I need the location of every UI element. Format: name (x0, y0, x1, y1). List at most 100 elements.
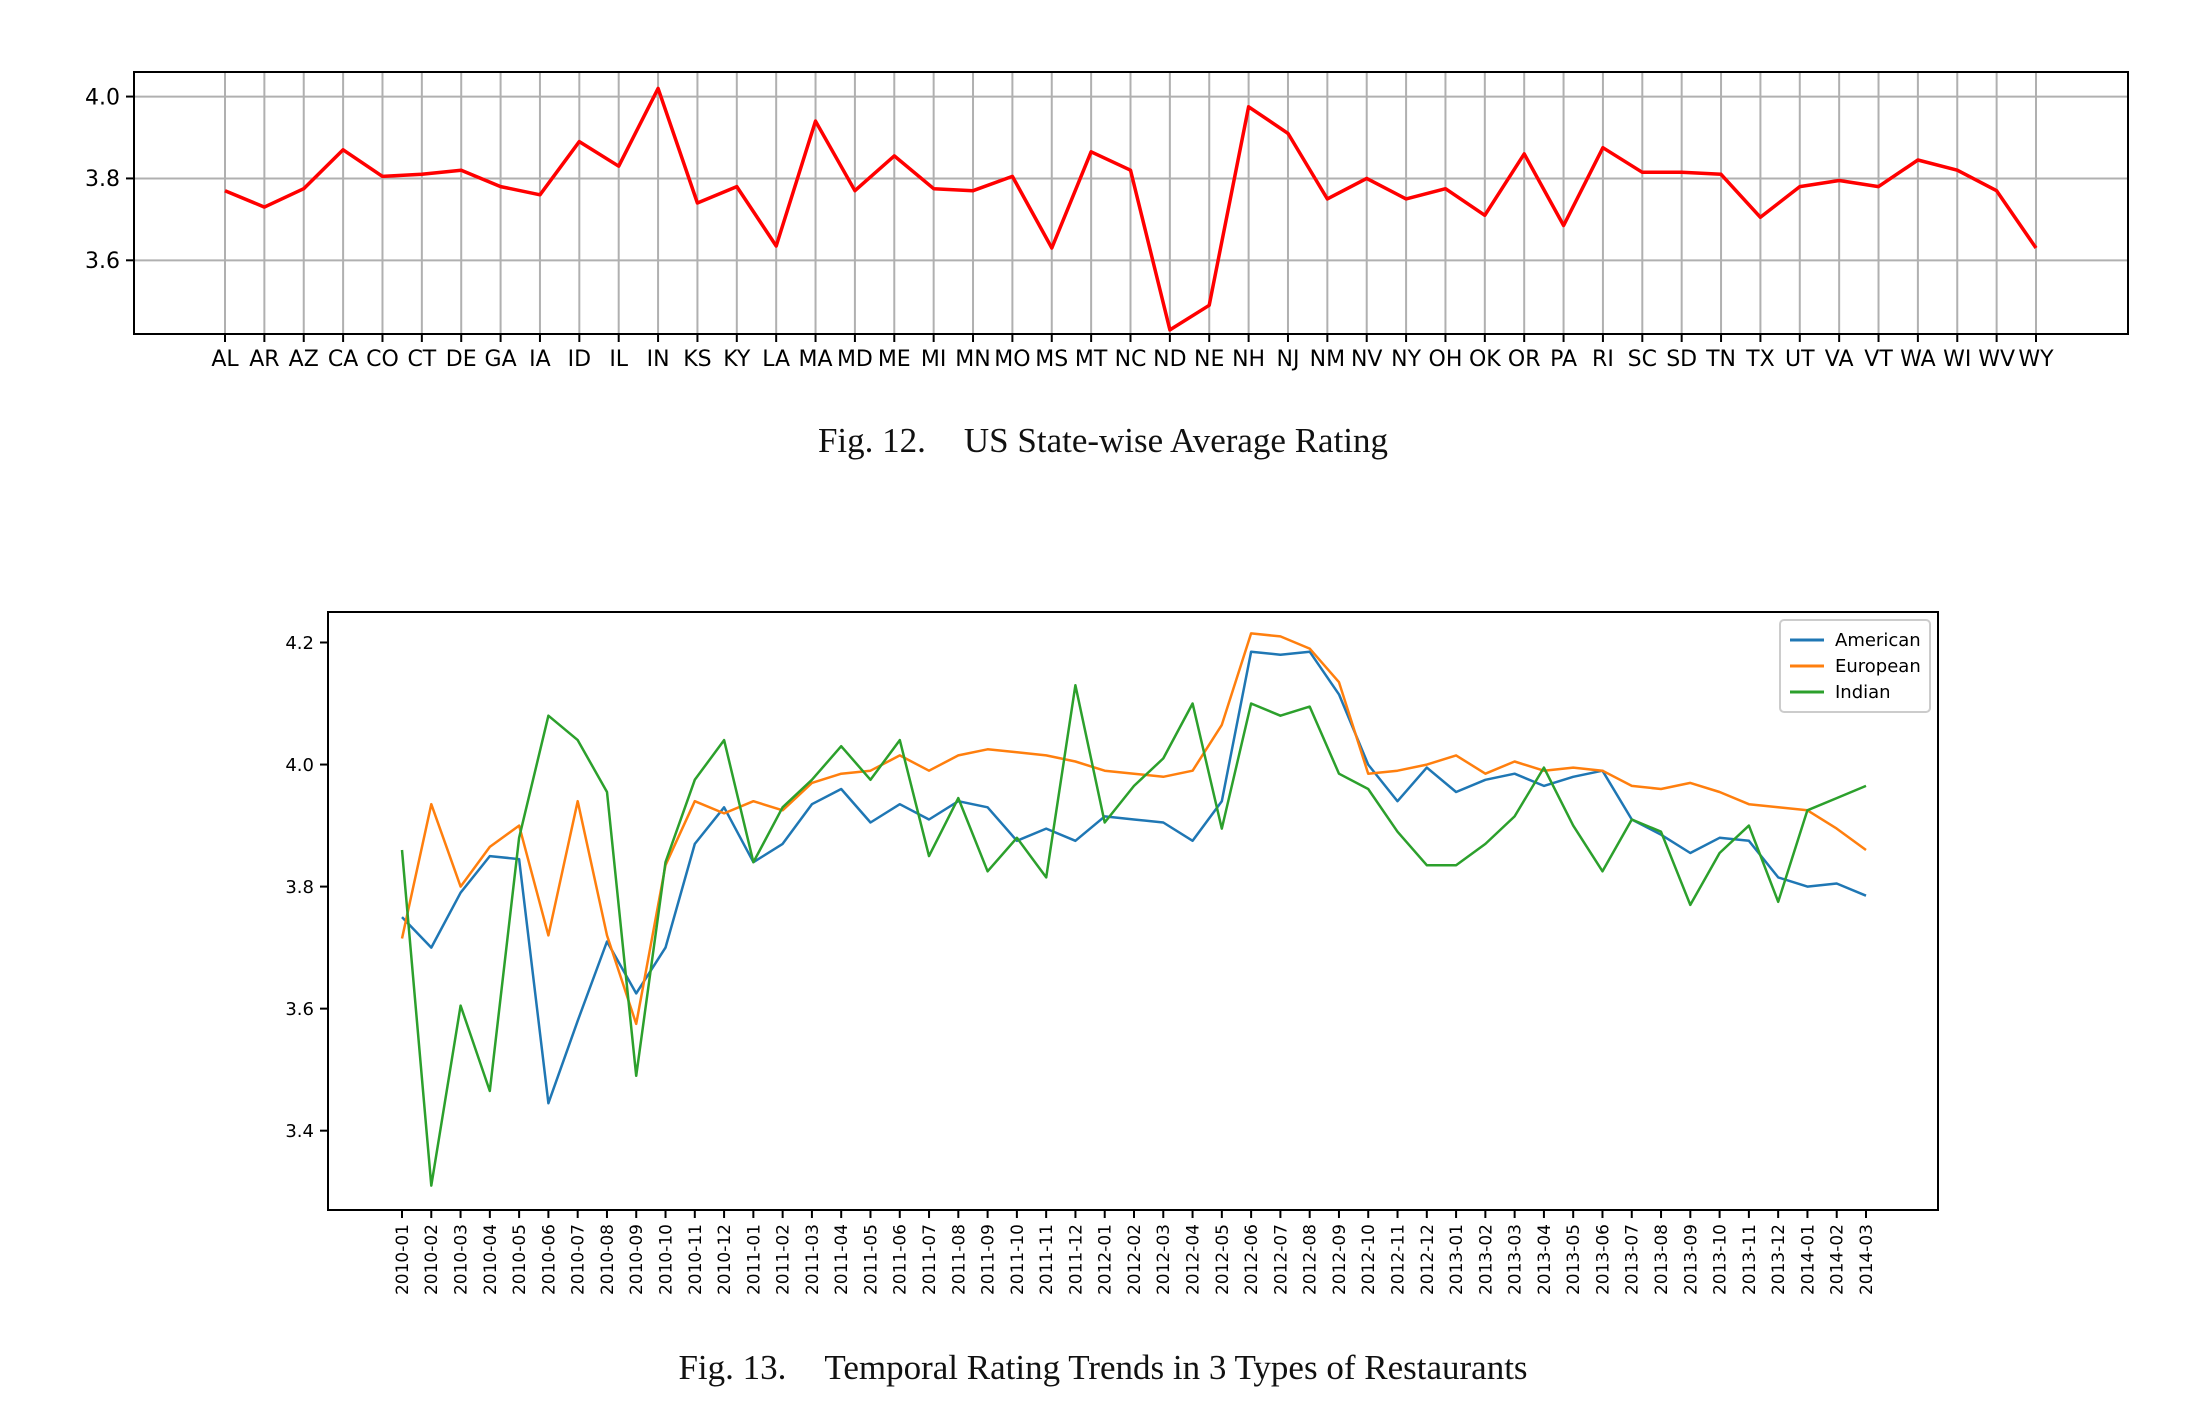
x-tick-label: WV (1978, 347, 2015, 372)
x-tick-label: 2010-06 (539, 1224, 559, 1295)
x-tick-label: GA (485, 347, 517, 372)
y-tick-label: 3.8 (85, 167, 120, 192)
x-tick-label: TX (1745, 347, 1775, 372)
x-tick-label: WI (1943, 347, 1971, 372)
figure-12-label: Fig. 12. (817, 421, 926, 460)
plot-frame (327, 611, 1939, 1211)
x-tick-label: MS (1035, 347, 1068, 372)
y-tick-label: 4.0 (285, 755, 314, 776)
x-tick-label: NE (1194, 347, 1224, 372)
y-tick-label: 4.2 (285, 633, 314, 654)
x-tick-label: 2011-09 (979, 1224, 999, 1295)
x-tick-label: 2011-04 (832, 1224, 852, 1295)
x-tick-label: MO (994, 347, 1030, 372)
x-tick-label: 2010-01 (393, 1224, 413, 1295)
x-tick-label: 2012-09 (1330, 1224, 1350, 1295)
x-tick-label: 2010-10 (656, 1224, 676, 1295)
x-tick-label: AR (249, 347, 279, 372)
x-tick-label: VT (1864, 347, 1893, 372)
x-tick-label: 2014-01 (1798, 1224, 1818, 1295)
x-tick-label: IL (609, 347, 628, 372)
y-tick-label: 3.4 (285, 1121, 314, 1142)
x-tick-label: 2012-01 (1096, 1224, 1116, 1295)
x-tick-label: 2010-07 (569, 1224, 589, 1295)
x-tick-label: AZ (289, 347, 319, 372)
y-tick-label: 3.6 (285, 999, 314, 1020)
x-tick-label: MN (955, 347, 990, 372)
legend-box (1779, 619, 1931, 713)
x-tick-label: 2013-01 (1447, 1224, 1467, 1295)
x-tick-label: 2012-10 (1359, 1224, 1379, 1295)
figure-13-label: Fig. 13. (678, 1348, 787, 1387)
x-tick-label: CT (407, 347, 436, 372)
x-tick-label: CO (366, 347, 399, 372)
x-tick-label: 2013-10 (1711, 1224, 1731, 1295)
temporal-rating-chart: 3.4 3.6 3.8 4.0 4.2 2010-01 2010-02 2010-03 2010… (285, 611, 1939, 1295)
figure-13-caption: Fig. 13. Temporal Rating Trends in 3 Type… (0, 1348, 2206, 1388)
x-tick-label: 2013-05 (1564, 1224, 1584, 1295)
legend-label: Indian (1835, 682, 1891, 703)
x-tick-label: PA (1550, 347, 1577, 372)
x-tick-label: 2012-03 (1154, 1224, 1174, 1295)
x-tick-label: 2010-12 (715, 1224, 735, 1295)
x-tick-label: ND (1153, 347, 1186, 372)
x-tick-label: 2010-11 (686, 1224, 706, 1295)
x-tick-label: ID (568, 347, 591, 372)
x-tick-label: 2011-03 (803, 1224, 823, 1295)
legend-label: European (1835, 656, 1921, 677)
x-tick-label: 2012-02 (1125, 1224, 1145, 1295)
x-tick-label: OH (1429, 347, 1463, 372)
x-tick-label: SD (1666, 347, 1697, 372)
x-tick-label: 2010-08 (598, 1224, 618, 1295)
x-tick-label: 2010-02 (422, 1224, 442, 1295)
x-tick-label: 2014-02 (1828, 1224, 1848, 1295)
x-tick-label: 2011-05 (861, 1224, 881, 1295)
x-tick-label: UT (1785, 347, 1815, 372)
figure-13-title: Temporal Rating Trends in 3 Types of Res… (824, 1348, 1528, 1387)
x-tick-label: 2010-05 (510, 1224, 530, 1295)
x-tick-label: KS (683, 347, 711, 372)
x-tick-label: 2011-01 (744, 1224, 764, 1295)
x-tick-label: SC (1628, 347, 1657, 372)
x-tick-label: CA (328, 347, 358, 372)
x-tick-label: NJ (1277, 347, 1300, 372)
x-tick-label: IA (529, 347, 551, 372)
x-tick-label: AL (211, 347, 239, 372)
x-tick-label: 2012-12 (1418, 1224, 1438, 1295)
x-tick-label: NC (1115, 347, 1147, 372)
x-tick-label: 2010-09 (627, 1224, 647, 1295)
legend: American European Indian (1779, 619, 1931, 713)
x-tick-label: 2013-03 (1506, 1224, 1526, 1295)
x-tick-label: OK (1469, 347, 1501, 372)
x-tick-label: 2014-03 (1857, 1224, 1877, 1295)
x-tick-label: 2011-07 (920, 1224, 940, 1295)
x-tick-label: MT (1075, 347, 1108, 372)
x-tick-label: 2012-07 (1271, 1224, 1291, 1295)
x-tick-label: 2010-04 (481, 1224, 501, 1295)
x-tick-label: LA (762, 347, 790, 372)
x-tick-label: 2013-11 (1740, 1224, 1760, 1295)
series-line-indian (400, 683, 1867, 1187)
y-tick-label: 4.0 (85, 85, 120, 110)
x-tick-label: IN (647, 347, 670, 372)
x-tick-label: WA (1900, 347, 1936, 372)
x-tick-label: 2013-09 (1681, 1224, 1701, 1295)
x-tick-label: 2013-12 (1769, 1224, 1789, 1295)
x-tick-label: 2011-08 (949, 1224, 969, 1295)
x-tick-label: KY (723, 347, 751, 372)
x-tick-label: 2013-02 (1476, 1224, 1496, 1295)
x-tick-label: 2012-05 (1213, 1224, 1233, 1295)
x-tick-label: NH (1232, 347, 1265, 372)
plot-frame (133, 71, 2129, 335)
figure-12-caption: Fig. 12. US State-wise Average Rating (0, 421, 2206, 461)
x-tick-label: 2011-10 (1008, 1224, 1028, 1295)
x-tick-label: MA (799, 347, 833, 372)
x-tick-label: 2011-06 (891, 1224, 911, 1295)
x-tick-label: WY (2018, 347, 2054, 372)
y-tick-label: 3.8 (285, 877, 314, 898)
x-tick-label: ME (878, 347, 911, 372)
x-tick-label: 2012-06 (1242, 1224, 1262, 1295)
x-tick-label: 2010-03 (452, 1224, 472, 1295)
x-tick-label: 2012-04 (1184, 1224, 1204, 1295)
x-tick-label: DE (446, 347, 477, 372)
